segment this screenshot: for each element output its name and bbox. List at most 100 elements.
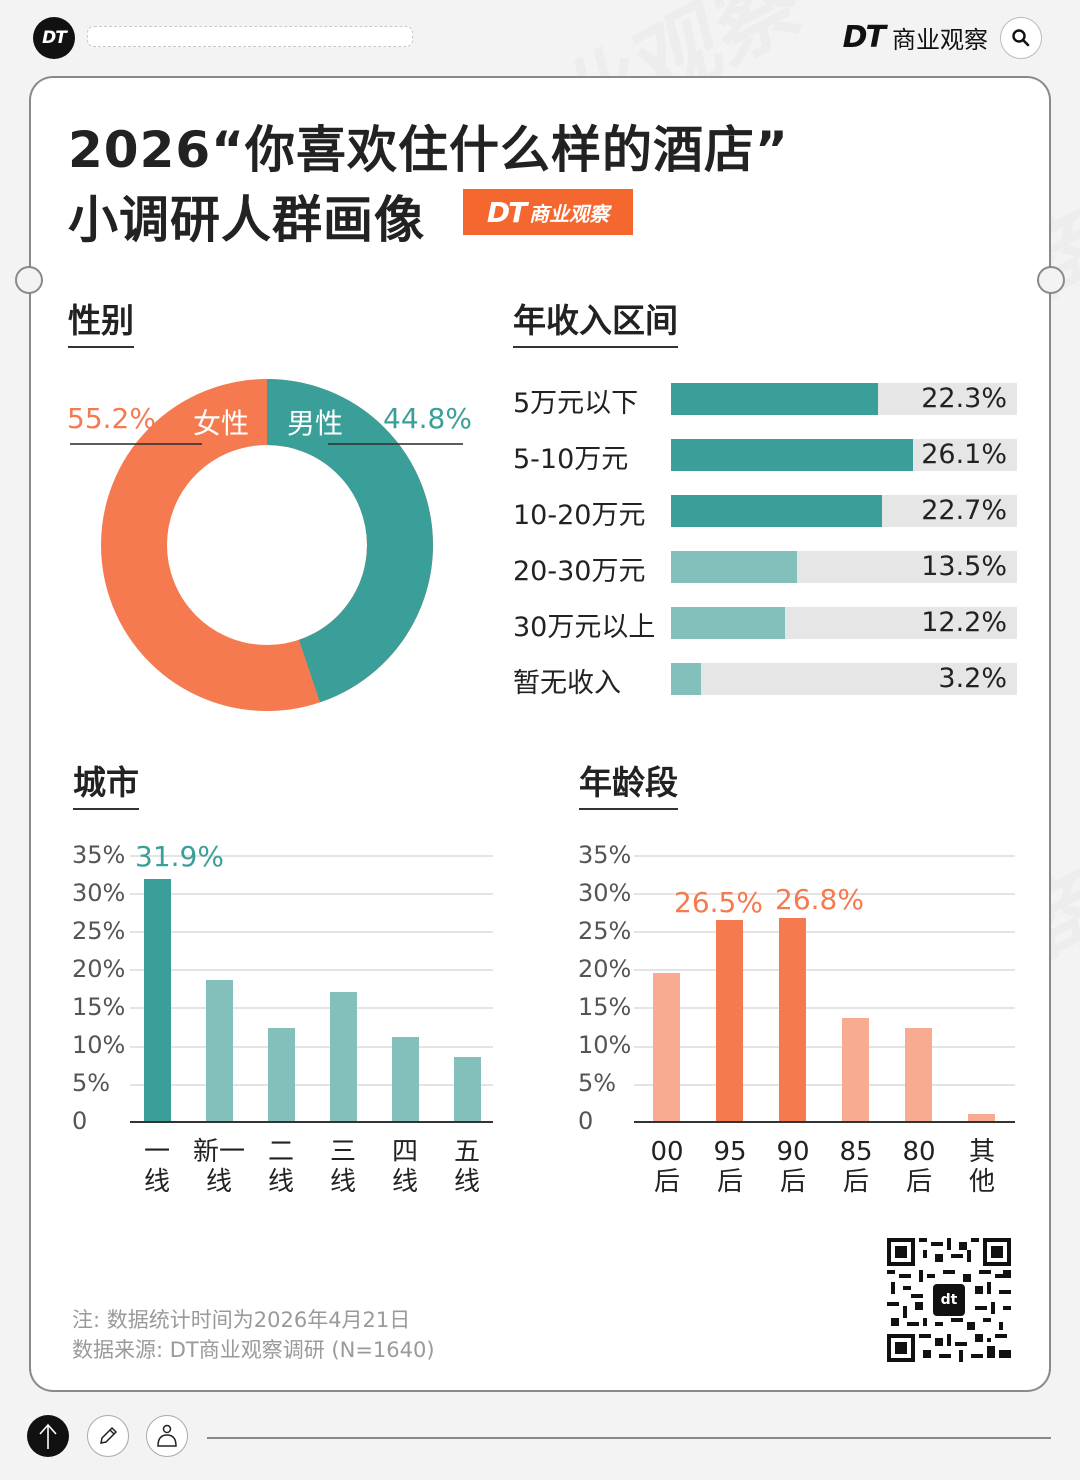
- bar-tier2: [268, 1028, 295, 1122]
- brand-badge: DT 商业观察: [463, 189, 633, 235]
- person-icon: [157, 1424, 177, 1447]
- y-tick: 35%: [72, 841, 126, 869]
- bar-tier3: [330, 992, 357, 1122]
- x-label: 95 后: [713, 1137, 747, 1197]
- x-label: 四线: [391, 1137, 418, 1197]
- income-bar: [671, 551, 797, 583]
- income-label: 5万元以下: [513, 387, 639, 419]
- bar-90s: [779, 918, 806, 1122]
- bar-value-95s: 26.5%: [674, 886, 763, 919]
- x-label: 三线: [329, 1137, 356, 1197]
- income-value: 26.1%: [921, 439, 1007, 470]
- note-source: 数据来源: DT商业观察调研 (N=1640): [72, 1338, 435, 1362]
- gridline: [130, 1084, 493, 1086]
- income-track: 22.3%: [671, 383, 1017, 415]
- bar-85s: [842, 1018, 869, 1122]
- income-value: 22.7%: [921, 495, 1007, 526]
- section-title-income: 年收入区间: [513, 302, 678, 348]
- income-track: 3.2%: [671, 663, 1017, 695]
- bar-tier4: [392, 1037, 419, 1122]
- qr-code[interactable]: dt: [887, 1238, 1011, 1362]
- x-label: 85 后: [839, 1137, 873, 1197]
- y-tick: 0: [72, 1107, 88, 1135]
- y-tick: 25%: [578, 917, 632, 945]
- income-row: 30万元以上 12.2%: [513, 607, 1018, 643]
- gridline: [130, 1007, 493, 1009]
- search-input[interactable]: [87, 26, 413, 47]
- income-track: 13.5%: [671, 551, 1017, 583]
- gridline: [634, 1046, 1015, 1048]
- gridline: [130, 931, 493, 933]
- y-tick: 5%: [72, 1069, 111, 1097]
- female-percent: 55.2%: [67, 402, 156, 435]
- income-row: 10-20万元 22.7%: [513, 495, 1018, 531]
- note-date: 注: 数据统计时间为2026年4月21日: [72, 1308, 411, 1332]
- female-label: 女性: [193, 407, 250, 440]
- x-label: 00 后: [650, 1137, 684, 1197]
- pencil-icon: [100, 1426, 118, 1444]
- income-row: 5万元以下 22.3%: [513, 383, 1018, 419]
- gridline: [634, 1007, 1015, 1009]
- gridline: [634, 855, 1015, 857]
- income-row: 5-10万元 26.1%: [513, 439, 1018, 475]
- bar-value-highlight: 31.9%: [135, 840, 224, 873]
- profile-button[interactable]: [146, 1415, 188, 1457]
- income-bar: [671, 439, 913, 471]
- edit-button[interactable]: [87, 1415, 129, 1457]
- gridline: [130, 1046, 493, 1048]
- x-label: 二线: [267, 1137, 294, 1197]
- income-bar: [671, 607, 785, 639]
- male-label: 男性: [287, 407, 344, 440]
- income-value: 3.2%: [938, 663, 1007, 694]
- bar-95s: [716, 920, 743, 1122]
- gridline: [634, 931, 1015, 933]
- income-value: 12.2%: [921, 607, 1007, 638]
- section-title-age: 年龄段: [579, 764, 678, 810]
- y-tick: 0: [578, 1107, 594, 1135]
- footnote: 注: 数据统计时间为2026年4月21日 数据来源: DT商业观察调研 (N=1…: [72, 1305, 435, 1365]
- y-tick: 10%: [72, 1031, 126, 1059]
- page-title-line2: 小调研人群画像: [68, 191, 425, 249]
- scroll-top-button[interactable]: [27, 1415, 69, 1457]
- y-tick: 25%: [72, 917, 126, 945]
- y-tick: 20%: [72, 955, 126, 983]
- x-axis: [634, 1121, 1015, 1123]
- qr-dt-logo: dt: [933, 1284, 965, 1316]
- male-percent: 44.8%: [383, 402, 472, 435]
- dt-logo[interactable]: DT: [33, 17, 75, 59]
- gridline: [130, 855, 493, 857]
- x-label: 其他: [968, 1137, 995, 1197]
- badge-dt: DT: [486, 195, 527, 229]
- income-label: 10-20万元: [513, 499, 646, 531]
- income-label: 暂无收入: [513, 667, 621, 699]
- income-value: 13.5%: [921, 551, 1007, 582]
- bar-value-90s: 26.8%: [775, 883, 864, 916]
- income-label: 30万元以上: [513, 611, 656, 643]
- income-track: 12.2%: [671, 607, 1017, 639]
- income-track: 26.1%: [671, 439, 1017, 471]
- y-tick: 10%: [578, 1031, 632, 1059]
- bar-new-tier1: [206, 980, 233, 1122]
- income-bar: [671, 383, 878, 415]
- bar-00s: [653, 973, 680, 1122]
- gridline: [634, 969, 1015, 971]
- card-notch-left: [15, 266, 43, 294]
- top-bar: DT DT 商业观察: [0, 0, 1080, 78]
- section-title-gender: 性别: [68, 302, 134, 348]
- gridline: [130, 969, 493, 971]
- income-label: 20-30万元: [513, 555, 646, 587]
- x-label: 80 后: [902, 1137, 936, 1197]
- gridline: [130, 893, 493, 895]
- brand-name: 商业观察: [892, 26, 988, 54]
- brand-dt: DT: [842, 20, 886, 55]
- donut-slice-male: [101, 379, 433, 711]
- x-label: 新一线: [192, 1137, 245, 1197]
- y-tick: 35%: [578, 841, 632, 869]
- y-tick: 20%: [578, 955, 632, 983]
- y-tick: 15%: [578, 993, 632, 1021]
- x-axis: [130, 1121, 493, 1123]
- bar-other: [968, 1114, 995, 1122]
- x-label: 五线: [453, 1137, 480, 1197]
- section-title-city: 城市: [73, 764, 139, 810]
- search-button[interactable]: [1000, 17, 1042, 59]
